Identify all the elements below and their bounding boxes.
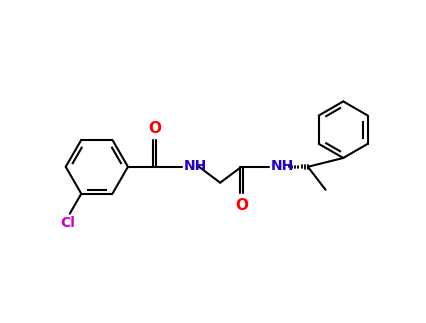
Text: NH: NH <box>183 159 207 173</box>
Text: Cl: Cl <box>60 216 75 231</box>
Text: O: O <box>148 121 161 136</box>
Text: O: O <box>234 198 248 213</box>
Text: NH: NH <box>270 159 294 173</box>
